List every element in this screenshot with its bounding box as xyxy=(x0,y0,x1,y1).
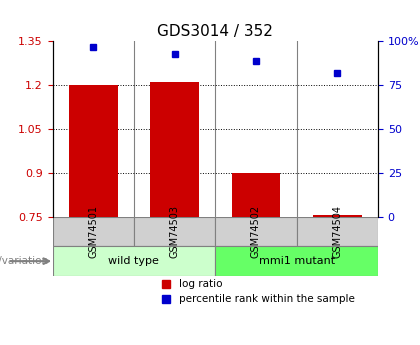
Text: GSM74503: GSM74503 xyxy=(170,205,180,258)
Text: genotype/variation: genotype/variation xyxy=(0,256,48,266)
Bar xyxy=(69,85,118,217)
Text: GSM74502: GSM74502 xyxy=(251,205,261,258)
FancyBboxPatch shape xyxy=(134,217,215,246)
Text: wild type: wild type xyxy=(108,256,159,266)
FancyBboxPatch shape xyxy=(52,217,134,246)
Text: GSM74504: GSM74504 xyxy=(332,205,342,258)
Bar xyxy=(231,173,281,217)
Text: mmi1 mutant: mmi1 mutant xyxy=(259,256,335,266)
Bar xyxy=(313,215,362,217)
Bar xyxy=(150,82,199,217)
FancyBboxPatch shape xyxy=(215,217,297,246)
Title: GDS3014 / 352: GDS3014 / 352 xyxy=(158,24,273,39)
FancyBboxPatch shape xyxy=(297,217,378,246)
FancyBboxPatch shape xyxy=(52,246,215,276)
FancyBboxPatch shape xyxy=(215,246,378,276)
Text: log ratio: log ratio xyxy=(179,279,223,289)
Text: GSM74501: GSM74501 xyxy=(88,205,98,258)
Text: percentile rank within the sample: percentile rank within the sample xyxy=(179,294,355,304)
